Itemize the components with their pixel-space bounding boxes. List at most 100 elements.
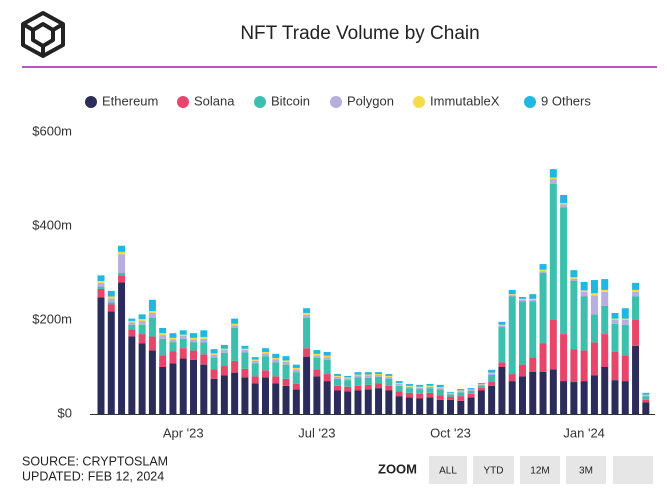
bar-segment — [375, 383, 383, 389]
bar-segment — [580, 281, 588, 291]
bar-segment — [549, 320, 557, 370]
bar-segment — [601, 279, 609, 290]
bar-segment — [529, 301, 537, 358]
bar-segment — [303, 312, 311, 315]
bar-segment — [447, 394, 455, 397]
bar-segment — [488, 374, 496, 383]
bar-segment — [282, 360, 290, 362]
bar-segment — [426, 383, 434, 386]
zoom-button-label[interactable]: 3M — [579, 466, 593, 477]
bar-segment — [231, 327, 239, 361]
bar-segment — [467, 390, 475, 394]
bar-segment — [159, 333, 167, 336]
legend-swatch — [254, 96, 266, 108]
bar-segment — [518, 301, 526, 365]
bar-segment — [416, 393, 424, 399]
bar-segment — [220, 344, 228, 349]
bar-segment — [220, 366, 228, 376]
bar-segment — [344, 377, 352, 379]
bar-segment — [128, 329, 136, 337]
bar-segment — [518, 299, 526, 302]
bar-segment — [601, 291, 609, 306]
bar-segment — [529, 371, 537, 414]
bar-segment — [539, 371, 547, 414]
bar-segment — [529, 294, 537, 299]
bar-segment — [303, 348, 311, 357]
bar-segment — [97, 282, 105, 287]
bar-segment — [118, 275, 126, 283]
bar-segment — [344, 375, 352, 378]
bar-segment — [570, 277, 578, 279]
bar-segment — [405, 385, 413, 387]
bar-segment — [498, 324, 506, 326]
bar-segment — [549, 169, 557, 178]
bar-segment — [292, 372, 300, 384]
bar-segment — [241, 377, 249, 414]
bar-segment — [508, 374, 516, 382]
bar-segment — [251, 360, 259, 364]
bar-segment — [405, 388, 413, 393]
bar-segment — [210, 378, 218, 414]
bar-segment — [611, 380, 619, 414]
bar-segment — [313, 350, 321, 354]
bar-segment — [210, 353, 218, 355]
bar-segment — [241, 348, 249, 351]
bar-segment — [560, 202, 568, 205]
bar-segment — [354, 385, 362, 391]
bar-segment — [190, 337, 198, 340]
logo — [21, 11, 65, 58]
bar-segment — [169, 333, 177, 338]
bar-segment — [395, 396, 403, 414]
zoom-button-label[interactable]: ALL — [439, 466, 457, 477]
bar-segment — [282, 361, 290, 365]
bar-segment — [601, 289, 609, 292]
legend-label: 9 Others — [541, 93, 591, 108]
zoom-button-label[interactable]: YTD — [484, 466, 504, 477]
legend-label: Ethereum — [102, 93, 158, 108]
bar-segment — [447, 396, 455, 400]
zoom-button[interactable] — [613, 456, 653, 484]
bar-segment — [621, 308, 629, 319]
bar-segment — [241, 345, 249, 349]
bar-segment — [179, 335, 187, 339]
bar-segment — [570, 280, 578, 350]
bar-segment — [426, 385, 434, 387]
bar-segment — [498, 367, 506, 414]
bar-segment — [179, 358, 187, 414]
bar-segment — [395, 391, 403, 397]
bar-segment — [375, 374, 383, 377]
y-tick-label: $200m — [32, 311, 72, 326]
bar-segment — [354, 377, 362, 386]
zoom-button[interactable] — [429, 456, 467, 484]
bar-segment — [375, 388, 383, 414]
bar-segment — [354, 375, 362, 378]
x-tick-label: Oct '23 — [430, 425, 471, 440]
bar-segment — [128, 322, 136, 325]
bar-segment — [395, 382, 403, 384]
zoom-button-label[interactable]: 12M — [530, 466, 549, 477]
bar-segment — [333, 374, 341, 376]
x-tick-label: Jul '23 — [298, 425, 335, 440]
bar-segment — [385, 378, 393, 386]
bar-segment — [632, 289, 640, 292]
bar-segment — [292, 389, 300, 414]
zoom-button[interactable] — [473, 456, 514, 484]
bar-segment — [621, 381, 629, 414]
bar-segment — [529, 357, 537, 372]
chart-title: NFT Trade Volume by Chain — [240, 23, 479, 44]
zoom-button[interactable] — [520, 456, 560, 484]
source: SOURCE: CRYPTOSLAM — [22, 454, 168, 468]
bar-segment — [416, 389, 424, 394]
bar-segment — [498, 325, 506, 328]
bar-segment — [354, 390, 362, 414]
legend-swatch — [330, 96, 342, 108]
bar-segment — [447, 391, 455, 393]
bar-segment — [118, 245, 126, 252]
zoom-button[interactable] — [566, 456, 606, 484]
bar-segment — [385, 374, 393, 376]
bar-segment — [251, 363, 259, 377]
bar-segment — [498, 362, 506, 367]
bar-segment — [107, 298, 115, 303]
bar-segment — [488, 372, 496, 374]
bar-segment — [190, 350, 198, 360]
